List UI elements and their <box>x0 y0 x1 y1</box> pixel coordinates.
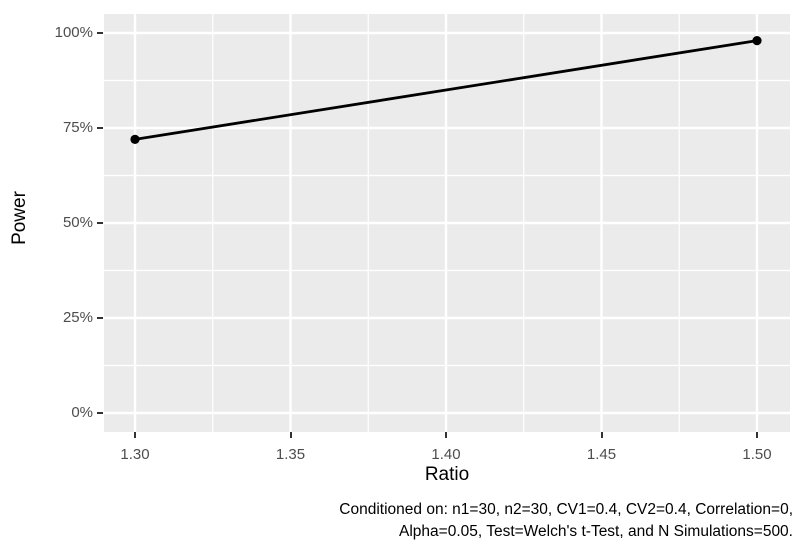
data-point <box>752 36 762 46</box>
y-tick-mark <box>97 317 103 319</box>
x-tick-label: 1.30 <box>120 446 150 463</box>
x-tick-label: 1.45 <box>586 446 617 463</box>
x-tick-mark <box>289 432 292 438</box>
x-tick-mark <box>600 432 603 438</box>
data-point <box>130 134 140 144</box>
x-tick-mark <box>134 432 136 438</box>
caption-line-1: Conditioned on: n1=30, n2=30, CV1=0.4, C… <box>339 501 793 518</box>
y-tick-label: 25% <box>62 309 93 326</box>
conditioning-caption: Conditioned on: n1=30, n2=30, CV1=0.4, C… <box>339 499 793 543</box>
x-tick-label: 1.50 <box>742 446 772 463</box>
x-tick-label: 1.40 <box>431 446 461 463</box>
plot-area-svg <box>104 14 790 432</box>
y-tick-label: 100% <box>54 24 93 41</box>
y-tick-mark <box>97 32 103 34</box>
y-tick-label: 75% <box>62 119 93 136</box>
x-tick-mark <box>445 432 447 438</box>
x-axis-title: Ratio <box>424 464 470 485</box>
caption-line-2: Alpha=0.05, Test=Welch's t-Test, and N S… <box>399 523 793 540</box>
x-tick-mark <box>756 432 758 438</box>
y-tick-label: 0% <box>71 404 93 421</box>
y-tick-mark <box>97 412 103 414</box>
power-curve-line <box>134 39 758 141</box>
y-tick-mark <box>97 127 103 129</box>
x-tick-label: 1.35 <box>275 446 306 463</box>
y-tick-label: 50% <box>62 214 93 231</box>
y-tick-mark <box>97 222 103 224</box>
plot-panel <box>104 14 790 432</box>
